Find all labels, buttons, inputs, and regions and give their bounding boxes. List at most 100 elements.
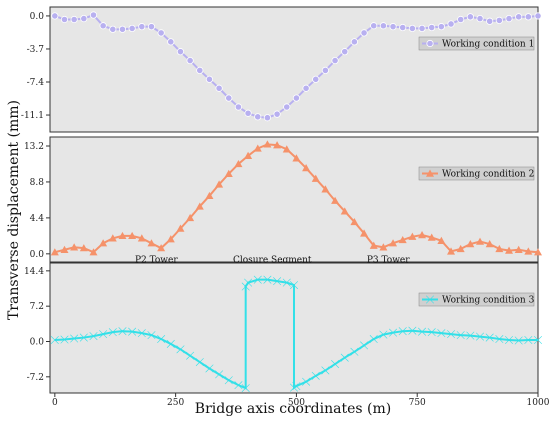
data-point xyxy=(379,330,388,339)
data-point xyxy=(147,331,156,340)
y-axis-title: Transverse displacement (mm) xyxy=(6,100,22,320)
data-point xyxy=(466,331,475,340)
data-point xyxy=(524,336,533,345)
data-point xyxy=(89,248,98,256)
data-point xyxy=(476,332,485,341)
data-point xyxy=(263,114,272,122)
data-point xyxy=(428,23,436,32)
data-point xyxy=(456,331,465,340)
data-point xyxy=(186,56,194,65)
data-point xyxy=(495,244,504,253)
data-point xyxy=(241,282,250,291)
data-point xyxy=(534,12,542,20)
y-tick-label: 0.0 xyxy=(30,337,45,347)
data-point xyxy=(292,382,301,391)
data-point xyxy=(370,22,378,30)
data-point xyxy=(224,376,233,385)
data-point xyxy=(369,241,378,249)
legend-box xyxy=(418,292,535,307)
data-point xyxy=(157,335,166,344)
data-point xyxy=(186,351,195,360)
data-point xyxy=(466,13,474,21)
panel-1: 0.0 -3.7 -7.4 -11.1 Working condition 1 xyxy=(21,6,542,133)
data-point xyxy=(379,243,388,251)
data-point xyxy=(263,140,272,148)
data-point xyxy=(360,29,368,37)
data-point xyxy=(389,239,398,247)
data-point xyxy=(485,240,494,248)
data-point xyxy=(167,38,175,46)
data-point xyxy=(253,275,262,284)
data-point xyxy=(369,335,378,344)
data-point xyxy=(118,327,127,336)
y-tick-label: -7.4 xyxy=(27,78,45,88)
data-point xyxy=(166,235,175,243)
y-tick-label: 4.4 xyxy=(30,214,45,224)
annotation-label: P2 Tower xyxy=(135,256,178,266)
x-tick-label: 750 xyxy=(409,398,426,408)
data-point xyxy=(195,358,204,367)
data-point xyxy=(534,248,542,256)
data-point xyxy=(157,29,165,37)
y-tick-label: 0.0 xyxy=(30,12,45,22)
data-point xyxy=(321,185,330,193)
data-point xyxy=(331,360,340,369)
data-point xyxy=(447,247,456,255)
data-point xyxy=(254,113,262,121)
data-point xyxy=(505,15,513,23)
data-point xyxy=(273,277,282,286)
data-point xyxy=(533,336,543,345)
data-point xyxy=(476,15,484,23)
data-point xyxy=(195,202,204,210)
data-point xyxy=(389,328,398,337)
panel-background xyxy=(49,6,539,133)
data-point xyxy=(486,17,494,25)
data-point xyxy=(302,377,311,386)
data-point xyxy=(224,169,233,177)
annotation-label: P3 Tower xyxy=(367,256,410,266)
data-point xyxy=(157,244,166,252)
data-point xyxy=(186,213,195,222)
x-tick-label: 0 xyxy=(52,398,58,408)
y-tick-label: 8.8 xyxy=(30,178,45,188)
data-point xyxy=(244,151,253,159)
legend-marker xyxy=(426,169,434,177)
data-point xyxy=(79,333,88,342)
data-point xyxy=(379,22,387,30)
data-point xyxy=(476,237,485,245)
data-point xyxy=(215,370,224,379)
data-point xyxy=(51,12,59,20)
legend-label: Working condition 2 xyxy=(442,170,534,180)
data-point xyxy=(408,24,416,33)
data-point xyxy=(241,384,250,393)
data-point xyxy=(99,239,108,247)
data-point xyxy=(321,66,330,74)
data-point xyxy=(360,229,369,237)
data-point xyxy=(60,15,69,24)
data-point xyxy=(273,141,282,149)
data-point xyxy=(70,334,79,343)
data-point xyxy=(50,336,59,345)
data-point xyxy=(504,336,514,345)
legend-label: Working condition 1 xyxy=(442,40,534,50)
legend: Working condition 2 xyxy=(418,166,534,181)
data-point xyxy=(108,328,117,337)
y-tick-label: -11.1 xyxy=(21,111,44,121)
data-point xyxy=(418,24,426,33)
data-point xyxy=(398,235,407,244)
data-point xyxy=(447,20,455,28)
data-point xyxy=(99,330,108,339)
x-axis: 0 250 500 750 1000 xyxy=(52,393,550,408)
data-point xyxy=(244,109,252,117)
legend-box xyxy=(418,36,535,51)
data-point xyxy=(311,174,320,182)
panel-background xyxy=(49,136,539,263)
data-point xyxy=(128,327,137,336)
data-point xyxy=(398,327,407,336)
x-tick-label: 500 xyxy=(288,398,305,408)
data-point xyxy=(447,330,456,339)
data-point xyxy=(321,366,330,375)
data-point xyxy=(427,233,436,241)
data-point xyxy=(302,84,310,92)
data-point xyxy=(109,25,117,33)
